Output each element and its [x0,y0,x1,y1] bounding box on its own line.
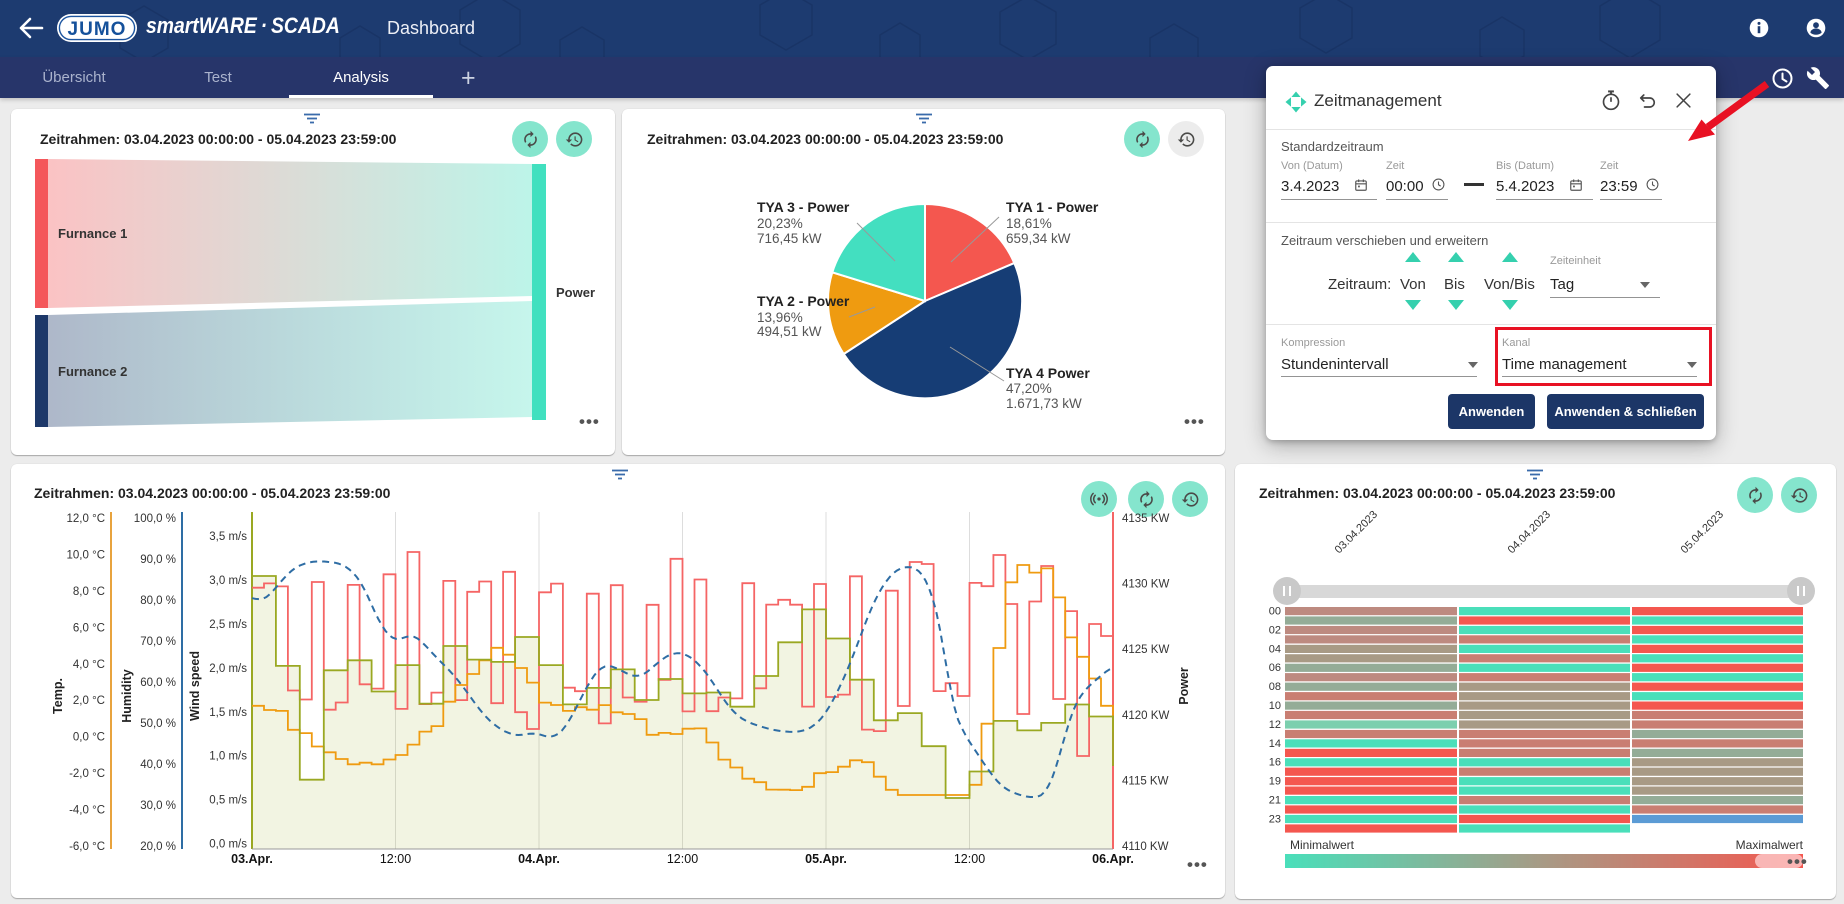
svg-text:494,51 kW: 494,51 kW [757,324,822,339]
svg-text:08: 08 [1269,681,1281,693]
svg-text:3,5 m/s: 3,5 m/s [209,531,247,543]
svg-text:2,0 m/s: 2,0 m/s [209,663,247,675]
svg-text:10,0 °C: 10,0 °C [67,550,105,562]
svg-text:0,5 m/s: 0,5 m/s [209,795,247,807]
svg-text:-6,0 °C: -6,0 °C [69,841,105,853]
svg-text:Power: Power [556,285,595,300]
svg-text:00: 00 [1269,606,1281,618]
svg-text:TYA 4 Power: TYA 4 Power [1006,365,1090,381]
svg-text:06.Apr.: 06.Apr. [1092,852,1134,866]
svg-text:Power: Power [1177,667,1191,705]
svg-text:19: 19 [1269,776,1281,788]
svg-text:JUMO: JUMO [68,19,127,40]
svg-text:1,0 m/s: 1,0 m/s [209,751,247,763]
svg-text:05.Apr.: 05.Apr. [805,852,847,866]
svg-text:60,0 %: 60,0 % [140,677,176,689]
svg-text:659,34 kW: 659,34 kW [1006,231,1071,246]
svg-text:16: 16 [1269,757,1281,769]
svg-text:47,20%: 47,20% [1006,381,1052,396]
svg-text:12: 12 [1269,719,1281,731]
svg-text:6,0 °C: 6,0 °C [73,622,105,634]
svg-text:20,23%: 20,23% [757,216,803,231]
svg-text:18,61%: 18,61% [1006,216,1052,231]
svg-text:4120 KW: 4120 KW [1122,710,1169,722]
svg-text:14: 14 [1269,738,1281,750]
svg-text:04.Apr.: 04.Apr. [518,852,560,866]
svg-text:4,0 °C: 4,0 °C [73,659,105,671]
svg-text:Furnance 2: Furnance 2 [58,364,127,379]
svg-text:21: 21 [1269,795,1281,807]
svg-text:12:00: 12:00 [667,852,698,866]
svg-text:1.671,73 kW: 1.671,73 kW [1006,396,1082,411]
svg-text:10: 10 [1269,700,1281,712]
svg-text:716,45 kW: 716,45 kW [757,231,822,246]
svg-text:90,0 %: 90,0 % [140,554,176,566]
svg-text:70,0 %: 70,0 % [140,636,176,648]
svg-text:100,0 %: 100,0 % [134,513,176,525]
svg-text:2,0 °C: 2,0 °C [73,695,105,707]
svg-text:50,0 %: 50,0 % [140,718,176,730]
svg-text:TYA 3 - Power: TYA 3 - Power [757,199,850,215]
svg-text:02: 02 [1269,624,1281,636]
svg-text:Humidity: Humidity [120,669,134,723]
svg-text:06: 06 [1269,662,1281,674]
svg-text:80,0 %: 80,0 % [140,595,176,607]
svg-text:03.04.2023: 03.04.2023 [1333,509,1380,556]
svg-text:TYA 2 - Power: TYA 2 - Power [757,293,850,309]
svg-text:4125 KW: 4125 KW [1122,644,1169,656]
svg-text:04: 04 [1269,643,1281,655]
svg-text:30,0 %: 30,0 % [140,800,176,812]
svg-text:Temp.: Temp. [51,678,65,714]
svg-text:TYA 1 - Power: TYA 1 - Power [1006,199,1099,215]
svg-text:Maximalwert: Maximalwert [1736,838,1804,852]
svg-text:3,0 m/s: 3,0 m/s [209,575,247,587]
svg-text:Wind speed: Wind speed [188,651,202,721]
svg-text:Minimalwert: Minimalwert [1290,838,1355,852]
svg-text:0,0 °C: 0,0 °C [73,732,105,744]
svg-text:23: 23 [1269,813,1281,825]
svg-text:12,0 °C: 12,0 °C [67,513,105,525]
svg-text:4130 KW: 4130 KW [1122,579,1169,591]
svg-text:0,0 m/s: 0,0 m/s [209,839,247,851]
svg-text:12:00: 12:00 [954,852,985,866]
svg-text:40,0 %: 40,0 % [140,759,176,771]
svg-text:-4,0 °C: -4,0 °C [69,805,105,817]
svg-text:13,96%: 13,96% [757,310,803,325]
svg-text:03.Apr.: 03.Apr. [231,852,273,866]
svg-text:12:00: 12:00 [380,852,411,866]
svg-text:2,5 m/s: 2,5 m/s [209,619,247,631]
svg-text:-2,0 °C: -2,0 °C [69,768,105,780]
svg-text:Furnance 1: Furnance 1 [58,226,127,241]
svg-text:1,5 m/s: 1,5 m/s [209,707,247,719]
svg-text:04.04.2023: 04.04.2023 [1506,509,1553,556]
svg-text:4135 KW: 4135 KW [1122,513,1169,525]
svg-text:20,0 %: 20,0 % [140,841,176,853]
svg-text:4115 KW: 4115 KW [1122,775,1169,787]
svg-text:05.04.2023: 05.04.2023 [1679,509,1726,556]
svg-text:4110 KW: 4110 KW [1122,841,1169,853]
svg-text:8,0 °C: 8,0 °C [73,586,105,598]
